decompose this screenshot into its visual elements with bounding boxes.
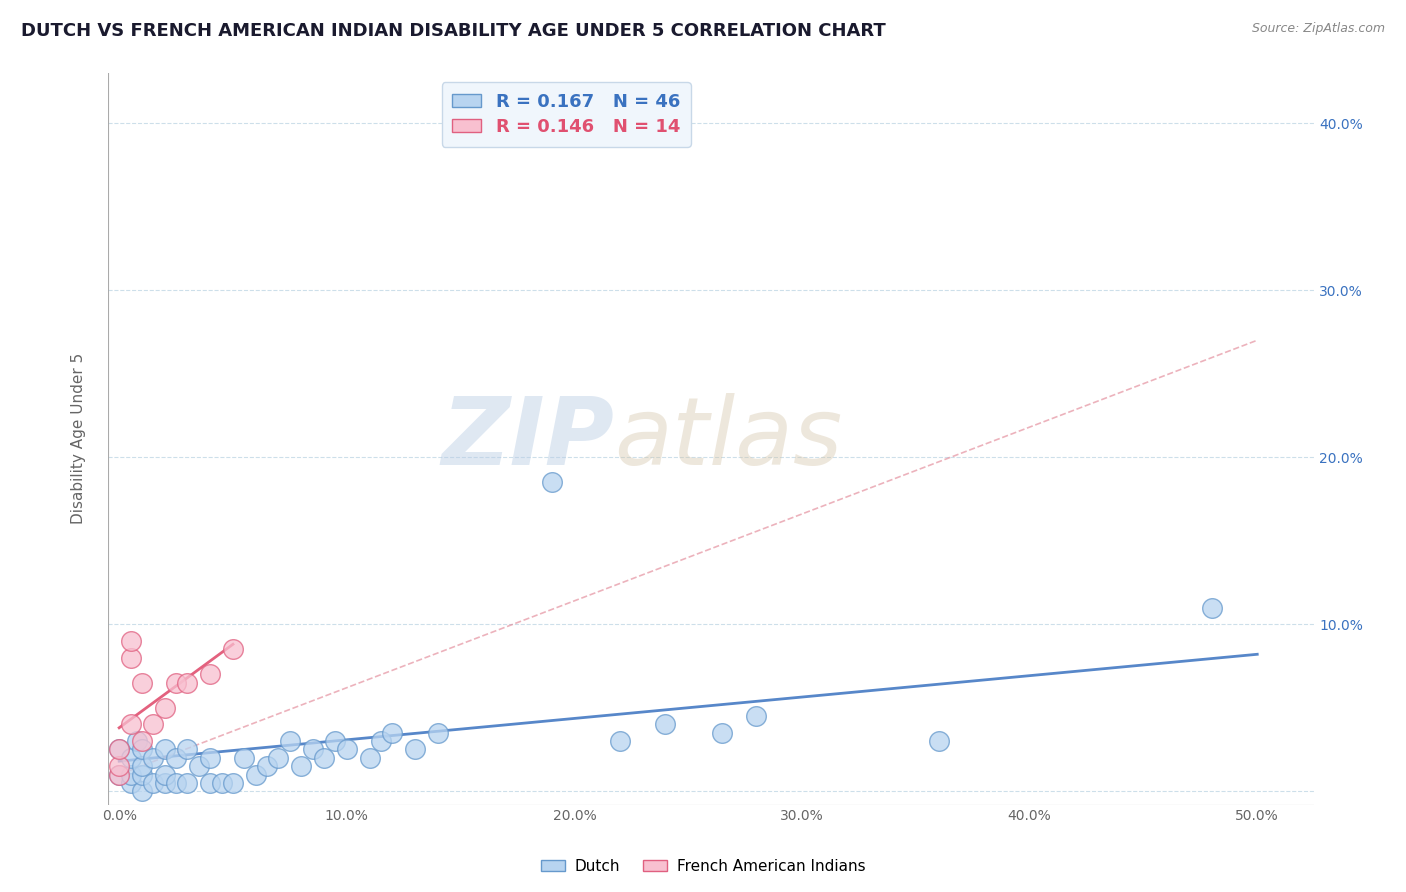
Point [711, 726, 734, 740]
Point [153, 742, 176, 756]
Point [120, 776, 142, 790]
Point [165, 751, 187, 765]
Point [153, 700, 176, 714]
Point [278, 734, 301, 748]
Point [256, 759, 278, 773]
Point [131, 675, 153, 690]
Point [127, 734, 149, 748]
Point [120, 634, 142, 648]
Point [108, 742, 131, 756]
Point [120, 650, 142, 665]
Point [426, 726, 449, 740]
Point [131, 767, 153, 781]
Point [312, 751, 335, 765]
Point [120, 767, 142, 781]
Point [108, 742, 131, 756]
Point [142, 751, 165, 765]
Point [108, 767, 131, 781]
Point [233, 751, 256, 765]
Point [301, 742, 323, 756]
Point [176, 675, 198, 690]
Point [370, 734, 392, 748]
Point [108, 759, 131, 773]
Point [222, 642, 245, 657]
Point [609, 734, 631, 748]
Point [654, 717, 676, 731]
Point [120, 751, 142, 765]
Point [745, 709, 768, 723]
Text: ZIP: ZIP [441, 392, 614, 484]
Point [131, 759, 153, 773]
Point [131, 784, 153, 798]
Point [290, 759, 312, 773]
Point [131, 734, 153, 748]
Point [222, 776, 245, 790]
Point [165, 776, 187, 790]
Point [131, 742, 153, 756]
Point [142, 776, 165, 790]
Point [120, 717, 142, 731]
Text: DUTCH VS FRENCH AMERICAN INDIAN DISABILITY AGE UNDER 5 CORRELATION CHART: DUTCH VS FRENCH AMERICAN INDIAN DISABILI… [21, 22, 886, 40]
Point [336, 742, 359, 756]
Point [153, 776, 176, 790]
Point [267, 751, 290, 765]
Point [211, 776, 233, 790]
Point [381, 726, 404, 740]
Point [187, 759, 209, 773]
Point [325, 734, 347, 748]
Point [198, 776, 221, 790]
Point [540, 475, 562, 490]
Point [198, 751, 221, 765]
Point [404, 742, 426, 756]
Point [153, 767, 176, 781]
Point [245, 767, 267, 781]
Text: Source: ZipAtlas.com: Source: ZipAtlas.com [1251, 22, 1385, 36]
Legend: Dutch, French American Indians: Dutch, French American Indians [534, 853, 872, 880]
Point [359, 751, 381, 765]
Point [176, 776, 198, 790]
Point [176, 742, 198, 756]
Legend: R = 0.167   N = 46, R = 0.146   N = 14: R = 0.167 N = 46, R = 0.146 N = 14 [441, 82, 690, 147]
Point [198, 667, 221, 681]
Point [165, 675, 187, 690]
Point [108, 767, 131, 781]
Text: atlas: atlas [614, 393, 842, 484]
Point [928, 734, 950, 748]
Point [1201, 600, 1223, 615]
Point [142, 717, 165, 731]
Y-axis label: Disability Age Under 5: Disability Age Under 5 [72, 353, 86, 524]
